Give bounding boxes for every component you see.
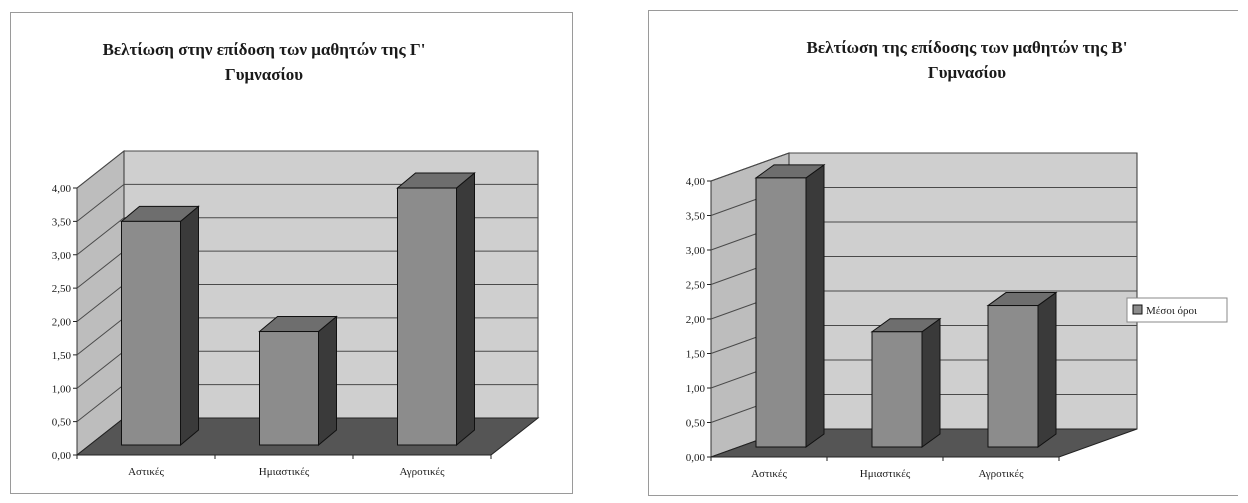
y-tick-label: 0,50 [52, 417, 72, 429]
gridline-side [76, 384, 125, 423]
y-tick-label: 2,00 [52, 317, 72, 329]
y-tick-label: 4,00 [686, 176, 706, 188]
x-tick-label: Αστικές [751, 468, 787, 480]
bar [121, 220, 181, 446]
chart-panel-grade-c: Βελτίωση στην επίδοση των μαθητών της Γ'… [10, 12, 573, 494]
gridline-side [76, 217, 125, 256]
gridline-side [76, 317, 125, 356]
y-tick-label: 3,00 [686, 245, 706, 257]
x-tick-label: Ημιαστικές [860, 468, 911, 480]
bar-side [318, 315, 337, 447]
y-tick-label: 1,00 [52, 383, 72, 395]
chart-title: Βελτίωση της επίδοσης των μαθητών της Β' [807, 38, 1128, 57]
y-tick-label: 2,00 [686, 314, 706, 326]
y-tick-label: 1,00 [686, 383, 706, 395]
y-tick-label: 3,00 [52, 250, 72, 262]
gridline-side [710, 152, 790, 182]
bar [259, 331, 319, 446]
bar [871, 331, 923, 448]
bar-side [921, 317, 941, 448]
gridline-side [76, 284, 125, 322]
gridline-side [76, 183, 125, 222]
y-tick-label: 3,50 [686, 211, 706, 223]
chart-grade-b: Βελτίωση της επίδοσης των μαθητών της Β'… [686, 38, 1228, 480]
y-tick-label: 2,50 [686, 280, 706, 292]
y-tick-label: 0,00 [686, 452, 706, 464]
gridline-side [76, 350, 125, 389]
legend-box [1126, 297, 1228, 323]
gridline-side [76, 150, 125, 189]
bar [397, 187, 457, 446]
bar-side [1037, 291, 1057, 448]
chart-title: Βελτίωση στην επίδοση των μαθητών της Γ' [103, 40, 426, 59]
chart-title: Γυμνασίου [928, 63, 1006, 82]
y-tick-label: 2,50 [52, 283, 72, 295]
bar-side [456, 171, 475, 447]
bar [987, 305, 1039, 448]
legend-label: Μέσοι όροι [1146, 305, 1197, 317]
x-tick-label: Ημιαστικές [259, 466, 310, 478]
bar [755, 177, 807, 448]
x-tick-label: Αγροτικές [400, 466, 446, 478]
gridline-side [76, 250, 125, 289]
bar-side [180, 205, 199, 447]
y-tick-label: 3,50 [52, 216, 72, 228]
y-tick-label: 1,50 [52, 350, 72, 362]
legend-swatch [1132, 304, 1143, 315]
y-tick-label: 0,50 [686, 418, 706, 430]
chart-panel-grade-b: Βελτίωση της επίδοσης των μαθητών της Β'… [648, 10, 1238, 496]
chart-title: Γυμνασίου [225, 65, 303, 84]
y-tick-label: 1,50 [686, 349, 706, 361]
chart-grade-c: Βελτίωση στην επίδοση των μαθητών της Γ'… [52, 40, 540, 478]
x-tick-label: Αγροτικές [979, 468, 1025, 480]
x-tick-label: Αστικές [128, 466, 164, 478]
y-tick-label: 4,00 [52, 183, 72, 195]
y-tick-label: 0,00 [52, 450, 72, 462]
bar-side [805, 163, 825, 448]
